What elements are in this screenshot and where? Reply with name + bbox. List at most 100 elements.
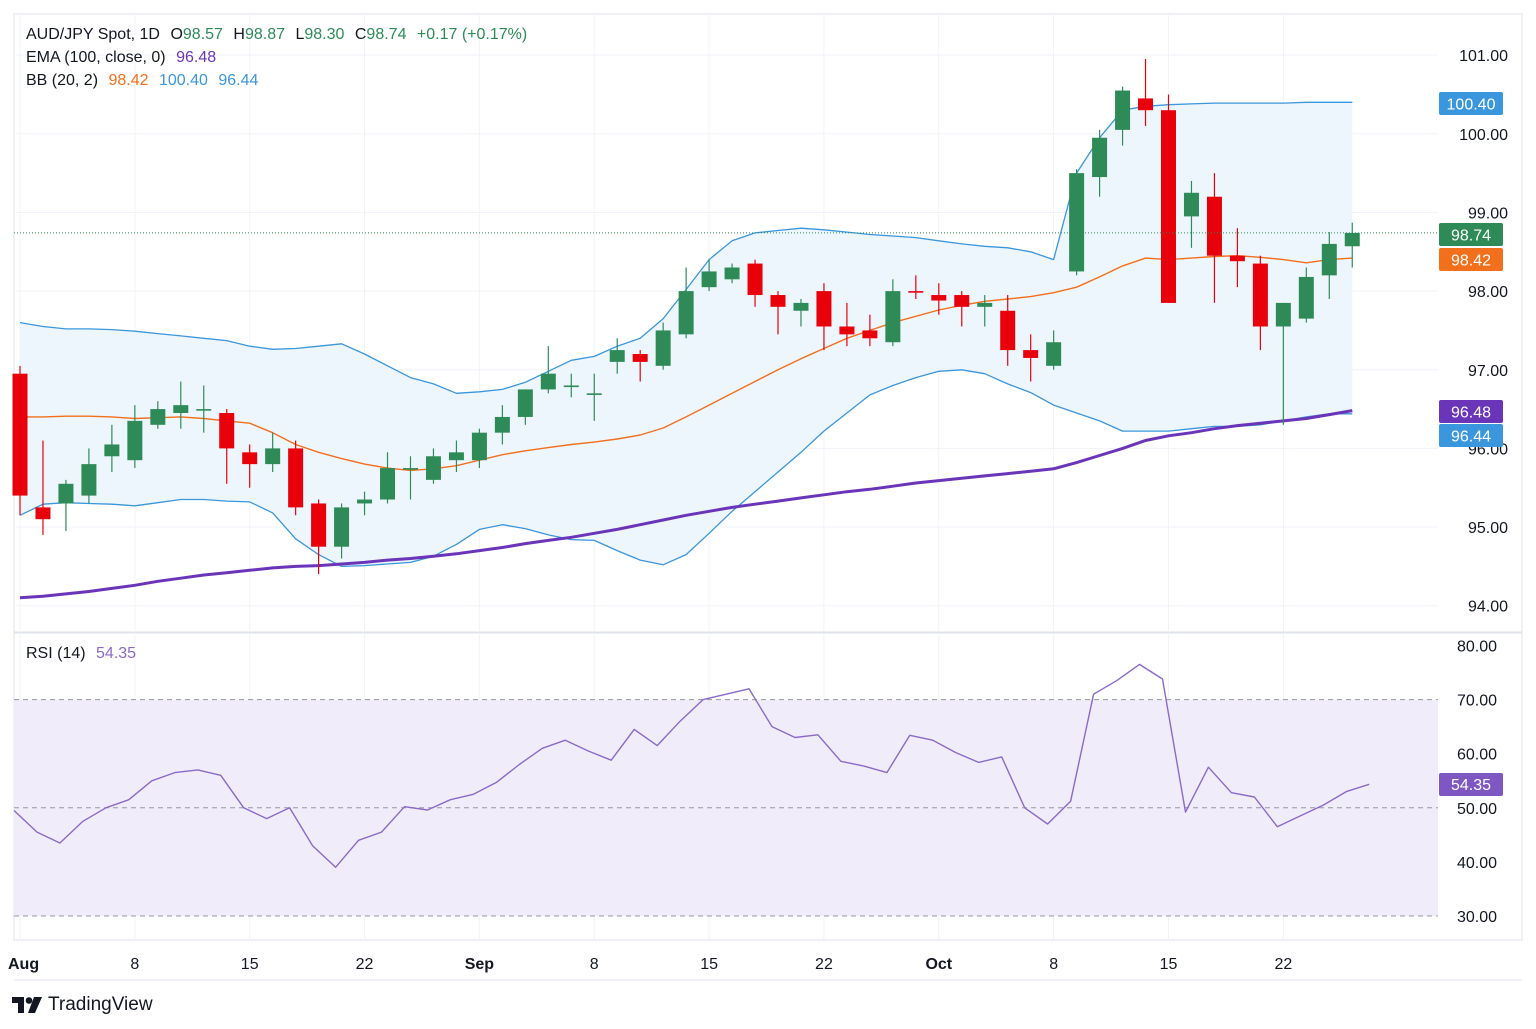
- time-tick-label: 15: [1160, 956, 1178, 973]
- rsi-pane[interactable]: [13, 632, 1523, 941]
- ema-legend[interactable]: EMA (100, close, 0) 96.48: [26, 49, 222, 67]
- rsi-tick-label: 70.00: [1457, 693, 1497, 710]
- price-pane[interactable]: [12, 13, 1523, 633]
- candle-body: [380, 468, 396, 500]
- open-value: 98.57: [182, 26, 223, 43]
- time-tick-label: 15: [700, 956, 718, 973]
- candle: [288, 440, 304, 516]
- candle-body: [563, 385, 579, 388]
- candle: [862, 314, 878, 347]
- tradingview-logo-icon: [12, 997, 42, 1013]
- candle-body: [885, 291, 901, 343]
- candle: [586, 373, 602, 421]
- candle: [471, 428, 487, 469]
- time-tick-label: 8: [130, 956, 139, 973]
- candle: [793, 298, 809, 327]
- candle-body: [242, 452, 258, 465]
- bb-upper-badge: [1439, 92, 1503, 115]
- rsi-line: [13, 663, 1370, 868]
- time-tick-label: 15: [241, 956, 259, 973]
- ema-100-line: [19, 409, 1353, 600]
- candle-body: [219, 413, 235, 449]
- rsi-value-badge-label: 54.35: [1451, 777, 1491, 794]
- candle: [816, 283, 832, 351]
- symbol-legend[interactable]: AUD/JPY Spot, 1D O98.57 H98.87 L98.30 C9…: [26, 26, 533, 44]
- candle-body: [402, 468, 418, 470]
- candle-body: [448, 452, 464, 461]
- candle: [219, 409, 235, 484]
- candle-body: [1275, 302, 1291, 327]
- candle: [1138, 59, 1154, 126]
- price-tick-label: 99.00: [1468, 205, 1508, 222]
- candle: [908, 275, 924, 299]
- rsi-legend[interactable]: RSI (14) 54.35: [26, 645, 142, 663]
- candle: [448, 440, 464, 472]
- candle: [127, 405, 143, 469]
- candle: [357, 491, 373, 516]
- rsi-value-badge: [1439, 773, 1503, 796]
- candle-body: [12, 373, 28, 496]
- candle-body: [1092, 137, 1108, 178]
- candle: [1229, 228, 1245, 288]
- bb-mid-badge: [1439, 248, 1503, 271]
- candle: [563, 373, 579, 398]
- last-price-badge-label: 98.74: [1451, 228, 1491, 245]
- candle-body: [1229, 255, 1245, 262]
- candle: [1069, 169, 1085, 276]
- rsi-label: RSI (14): [26, 645, 86, 662]
- candle: [311, 499, 327, 575]
- candle-body: [609, 350, 625, 362]
- candle-body: [1115, 90, 1131, 130]
- price-axis[interactable]: 94.0095.0096.0097.0098.0099.00100.00101.…: [1439, 48, 1508, 926]
- bollinger-basis-line: [20, 255, 1353, 472]
- bb-legend[interactable]: BB (20, 2) 98.42 100.40 96.44: [26, 72, 264, 90]
- rsi-tick-label: 60.00: [1457, 747, 1497, 764]
- candle-body: [931, 295, 947, 301]
- candle: [1115, 86, 1131, 146]
- time-tick-label: 8: [1049, 956, 1058, 973]
- high-label: H: [233, 26, 245, 43]
- change-value: +0.17 (+0.17%): [416, 26, 528, 43]
- candle-body: [471, 432, 487, 461]
- candle: [196, 385, 212, 433]
- candle: [402, 456, 418, 500]
- candle: [540, 346, 556, 394]
- candle-body: [334, 507, 350, 547]
- close-value: 98.74: [366, 26, 407, 43]
- candle: [173, 381, 189, 429]
- candle: [242, 444, 258, 488]
- candle-body: [701, 271, 717, 288]
- candle: [35, 440, 51, 535]
- candle-body: [977, 302, 993, 307]
- candle-body: [311, 503, 327, 547]
- candle-body: [724, 267, 740, 280]
- candle-body: [425, 456, 441, 480]
- candle-body: [655, 330, 671, 366]
- time-axis[interactable]: Aug 8 15 22 Sep 8 15 22 Oct 8 15 22: [8, 956, 1522, 981]
- candle: [1092, 129, 1108, 197]
- high-value: 98.87: [244, 26, 285, 43]
- candle-body: [1161, 110, 1176, 303]
- bb-mid-value: 98.42: [108, 72, 149, 89]
- candle-body: [1298, 276, 1314, 319]
- tradingview-logo-text: TradingView: [48, 994, 153, 1015]
- candle-body: [1321, 243, 1337, 276]
- ema-badge: [1439, 400, 1503, 423]
- candle: [885, 279, 901, 347]
- price-tick-label: 101.00: [1459, 48, 1508, 65]
- symbol-title: AUD/JPY Spot, 1D: [26, 26, 160, 43]
- candle: [1275, 302, 1291, 425]
- ema-badge-label: 96.48: [1451, 405, 1491, 422]
- candle-body: [1252, 263, 1268, 327]
- candle-body: [357, 499, 373, 504]
- candle-body: [1023, 350, 1039, 358]
- candle: [1183, 180, 1199, 248]
- tradingview-logo[interactable]: TradingView: [12, 994, 153, 1016]
- candle: [1252, 255, 1268, 351]
- candle: [380, 452, 396, 504]
- candle-body: [632, 354, 648, 362]
- candle-body: [127, 420, 143, 461]
- bb-lower-value: 96.44: [218, 72, 259, 89]
- bb-upper-badge-label: 100.40: [1447, 97, 1496, 114]
